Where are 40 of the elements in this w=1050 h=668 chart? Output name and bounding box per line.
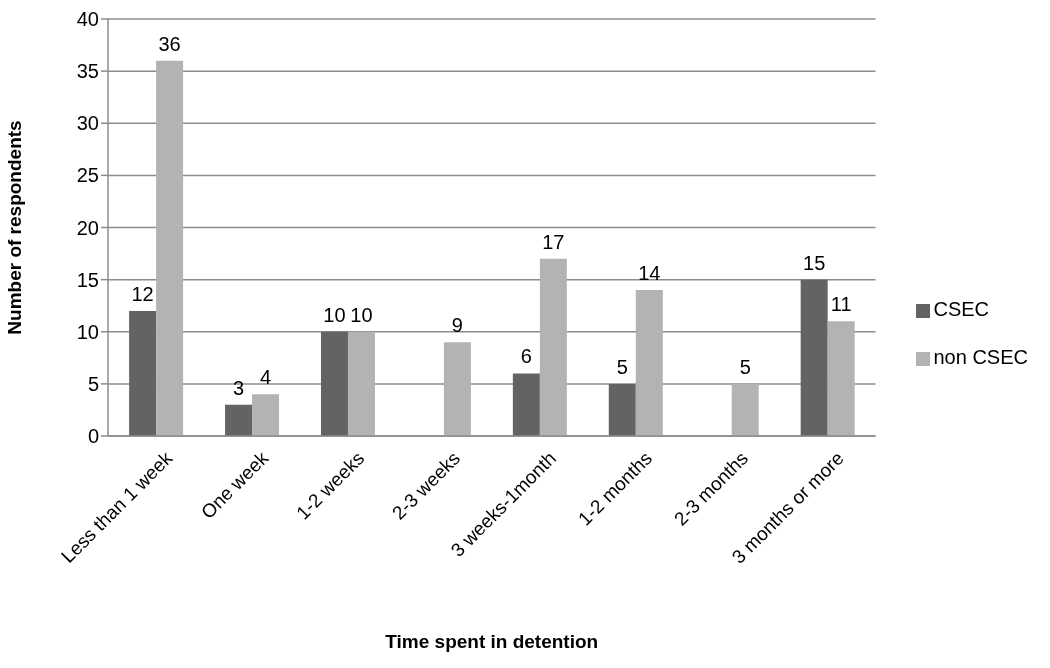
data-label: 12 — [131, 282, 154, 305]
y-tick-label: 5 — [87, 372, 99, 395]
data-label: 14 — [638, 262, 661, 285]
y-tick-label: 10 — [76, 320, 99, 343]
bar — [252, 394, 280, 436]
y-tick-label: 35 — [76, 60, 99, 83]
bar — [539, 258, 567, 436]
data-label: 15 — [803, 251, 826, 274]
data-label: 10 — [323, 303, 346, 326]
data-label: 6 — [520, 345, 532, 368]
legend-label: CSEC — [933, 298, 990, 320]
data-label: 5 — [739, 355, 751, 378]
y-tick-label: 15 — [76, 268, 99, 291]
data-label: 3 — [232, 376, 245, 399]
bar — [129, 310, 157, 436]
legend-label: non CSEC — [933, 346, 1028, 368]
data-label: 36 — [158, 32, 181, 55]
y-tick-label: 40 — [76, 8, 99, 31]
data-label: 4 — [259, 366, 272, 389]
y-tick-label: 25 — [76, 164, 99, 187]
bar — [156, 60, 184, 436]
bar — [731, 383, 759, 436]
data-label: 5 — [616, 355, 628, 378]
x-axis-title: Time spent in detention — [385, 631, 599, 652]
y-tick-label: 20 — [76, 216, 99, 239]
bar — [827, 321, 855, 436]
y-tick-label: 0 — [87, 425, 99, 448]
bar — [512, 373, 540, 436]
bar — [635, 290, 663, 436]
y-tick-label: 30 — [76, 112, 99, 135]
bar — [800, 279, 828, 436]
data-label: 10 — [350, 303, 373, 326]
bar — [443, 342, 471, 436]
data-label: 17 — [542, 230, 565, 253]
data-label: 9 — [451, 314, 463, 337]
data-label: 11 — [830, 293, 852, 316]
bar — [347, 331, 375, 436]
bar — [225, 404, 253, 436]
bar — [320, 331, 348, 436]
bar — [608, 383, 636, 436]
